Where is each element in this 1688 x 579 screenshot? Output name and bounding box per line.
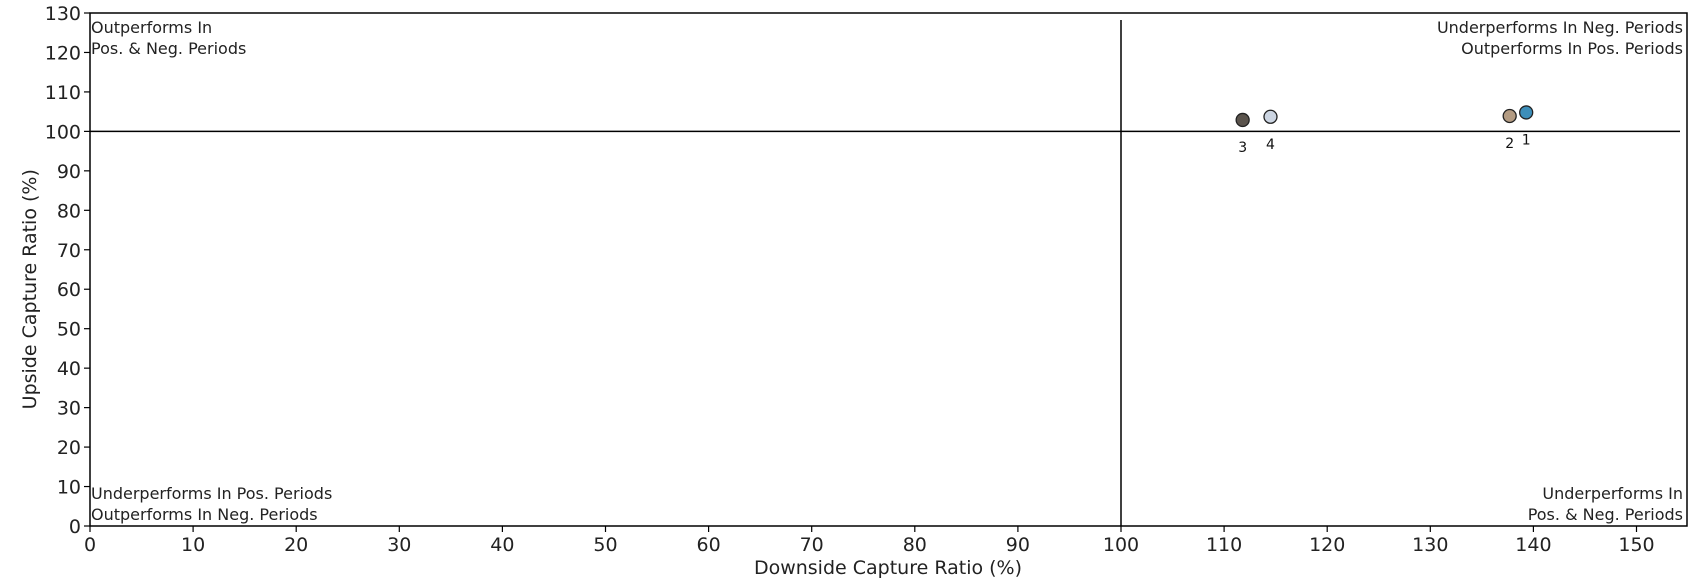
point-label-1: 1 [1522, 132, 1531, 148]
y-tick-label: 120 [45, 42, 81, 64]
data-point-1 [1519, 105, 1534, 120]
x-axis-title: Downside Capture Ratio (%) [754, 557, 1022, 579]
y-tick-label: 130 [45, 3, 81, 25]
x-tick-label: 30 [387, 534, 411, 556]
quadrant-label-bottom-left: Underperforms In Pos. Periods [91, 484, 332, 503]
point-label-4: 4 [1266, 137, 1275, 153]
y-tick-label: 50 [57, 319, 81, 341]
plot-frame [89, 12, 1688, 527]
ticks-layer: 0 10 20 30 40 50 60 70 80 90 100 110 120 130 140 150010… [45, 3, 1655, 556]
y-tick-label: 20 [57, 437, 81, 459]
y-tick-label: 110 [45, 82, 81, 104]
x-tick-label: 40 [490, 534, 514, 556]
data-point-3 [1235, 112, 1250, 128]
y-tick-label: 0 [69, 516, 81, 538]
x-tick-label: 120 [1309, 534, 1345, 556]
y-tick-label: 30 [57, 398, 81, 420]
quadrant-label-top-right: Underperforms In Neg. Periods [1437, 18, 1683, 37]
y-tick-label: 90 [57, 161, 81, 183]
x-tick-label: 20 [284, 534, 308, 556]
quadrant-label-top-left: Pos. & Neg. Periods [91, 39, 246, 58]
x-tick-label: 70 [800, 534, 824, 556]
x-tick-label: 50 [593, 534, 617, 556]
x-tick-label: 60 [697, 534, 721, 556]
point-label-3: 3 [1238, 140, 1247, 156]
y-tick-label: 100 [45, 121, 81, 143]
x-tick-label: 10 [181, 534, 205, 556]
point-label-2: 2 [1505, 136, 1514, 152]
reference-lines [90, 20, 1680, 526]
x-tick-label: 80 [903, 534, 927, 556]
x-tick-label: 0 [84, 534, 96, 556]
y-tick-label: 60 [57, 279, 81, 301]
y-tick-label: 80 [57, 200, 81, 222]
x-tick-label: 150 [1618, 534, 1654, 556]
quadrant-label-top-left: Outperforms In [91, 18, 212, 37]
quadrant-label-bottom-right: Underperforms In [1542, 484, 1683, 503]
y-axis-title: Upside Capture Ratio (%) [19, 169, 41, 409]
data-points: 12 3 4 [1235, 105, 1534, 156]
x-tick-label: 110 [1206, 534, 1242, 556]
quadrant-labels: Outperforms In Pos. & Neg. Periods Underpe… [91, 18, 1683, 524]
y-tick-label: 40 [57, 358, 81, 380]
x-tick-label: 90 [1006, 534, 1030, 556]
quadrant-label-bottom-right: Pos. & Neg. Periods [1528, 505, 1683, 524]
x-tick-label: 130 [1412, 534, 1448, 556]
data-point-4 [1263, 109, 1278, 124]
data-point-2 [1502, 108, 1517, 124]
x-tick-label: 140 [1515, 534, 1551, 556]
y-tick-label: 70 [57, 240, 81, 262]
quadrant-label-top-right: Outperforms In Pos. Periods [1461, 39, 1683, 58]
y-tick-label: 10 [57, 477, 81, 499]
quadrant-label-bottom-left: Outperforms In Neg. Periods [91, 505, 318, 524]
x-tick-label: 100 [1103, 534, 1139, 556]
